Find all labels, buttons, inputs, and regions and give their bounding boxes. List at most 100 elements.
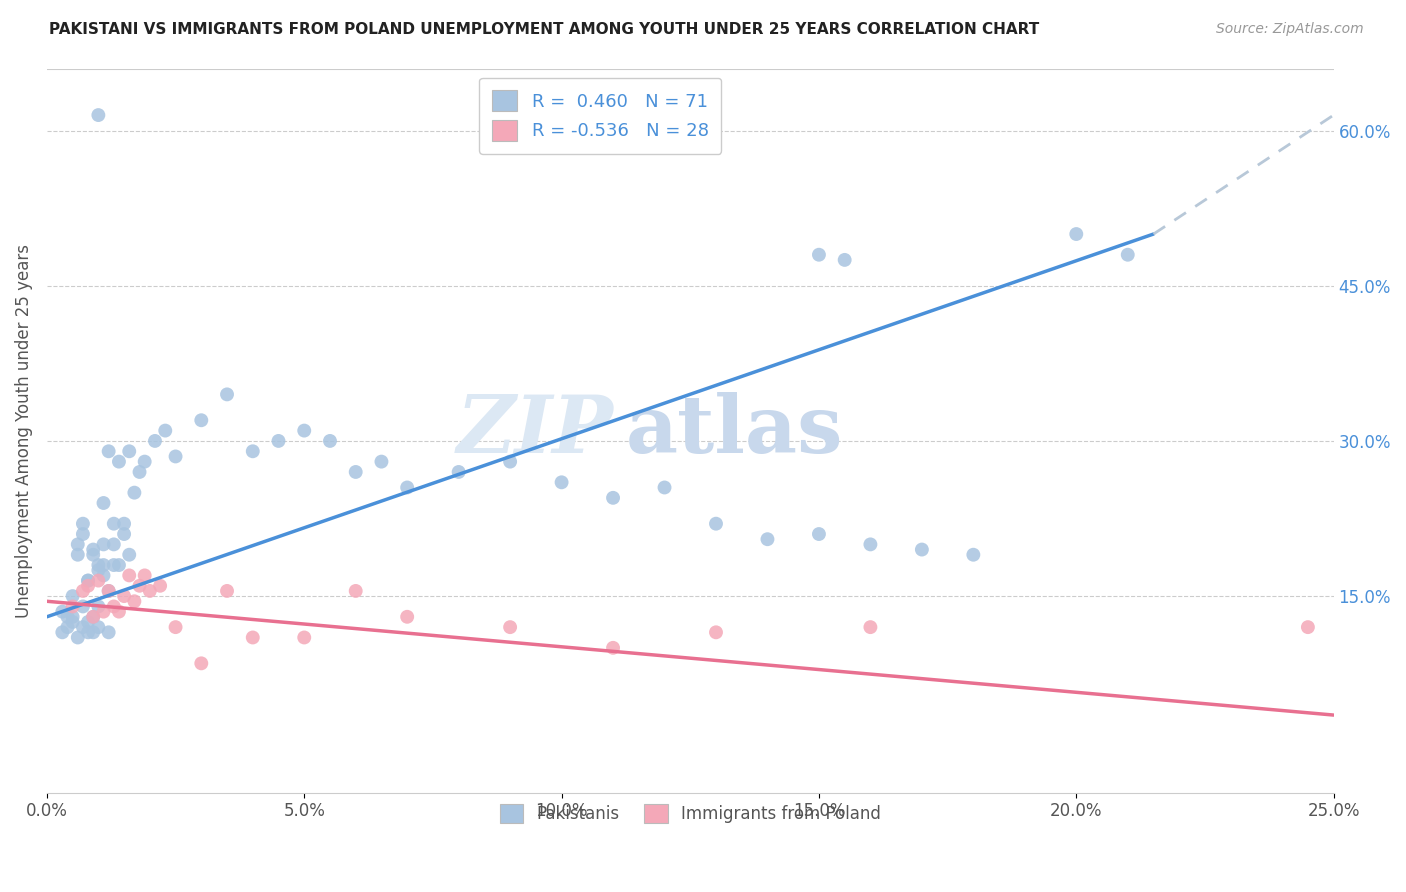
Point (242, 444, 264, 458)
Point (344, 583, 367, 598)
Point (292, 424, 315, 438)
Point (97, 583, 120, 598)
Point (118, 444, 141, 458)
Point (859, 620, 882, 634)
Point (112, 516, 135, 531)
Point (93, 605, 115, 619)
Point (396, 481, 419, 495)
Point (370, 455, 392, 469)
Point (93, 496, 115, 510)
Point (93, 558, 115, 572)
Point (82, 625, 104, 640)
Point (344, 465, 367, 479)
Point (51, 625, 73, 640)
Point (87, 108, 110, 122)
Point (82, 609, 104, 624)
Point (319, 434, 342, 448)
Point (62, 615, 84, 629)
Point (215, 387, 238, 401)
Point (602, 640, 624, 655)
Point (87, 558, 110, 572)
Point (93, 537, 115, 551)
Point (72, 527, 94, 541)
Point (128, 579, 150, 593)
Point (103, 599, 125, 614)
Point (77, 615, 100, 629)
Point (962, 548, 984, 562)
Point (103, 537, 125, 551)
Point (118, 568, 141, 582)
Point (51, 605, 73, 619)
Point (807, 248, 830, 262)
Point (82, 542, 104, 557)
Point (56, 609, 79, 624)
Point (190, 657, 212, 671)
Point (118, 548, 141, 562)
Point (77, 574, 100, 588)
Y-axis label: Unemployment Among Youth under 25 years: Unemployment Among Youth under 25 years (15, 244, 32, 617)
Point (72, 599, 94, 614)
Point (267, 434, 290, 448)
Point (911, 542, 934, 557)
Point (447, 465, 470, 479)
Point (602, 491, 624, 505)
Point (1296, 620, 1319, 634)
Point (292, 631, 315, 645)
Point (139, 583, 162, 598)
Text: Source: ZipAtlas.com: Source: ZipAtlas.com (1216, 22, 1364, 37)
Point (87, 574, 110, 588)
Point (1064, 227, 1087, 241)
Point (103, 558, 125, 572)
Point (56, 620, 79, 634)
Point (124, 485, 146, 500)
Point (859, 537, 882, 551)
Point (82, 609, 104, 624)
Point (756, 532, 779, 546)
Point (87, 563, 110, 577)
Point (134, 455, 156, 469)
Point (242, 631, 264, 645)
Point (807, 527, 830, 541)
Point (87, 620, 110, 634)
Point (124, 594, 146, 608)
Point (155, 424, 177, 438)
Point (550, 475, 572, 490)
Point (97, 444, 120, 458)
Text: ZIP: ZIP (456, 392, 613, 469)
Point (72, 620, 94, 634)
Text: PAKISTANI VS IMMIGRANTS FROM POLAND UNEMPLOYMENT AMONG YOUTH UNDER 25 YEARS CORR: PAKISTANI VS IMMIGRANTS FROM POLAND UNEM… (49, 22, 1039, 37)
Point (143, 434, 166, 448)
Point (499, 620, 522, 634)
Point (108, 558, 131, 572)
Point (165, 620, 187, 634)
Point (82, 548, 104, 562)
Point (128, 465, 150, 479)
Point (704, 516, 727, 531)
Point (190, 413, 212, 427)
Point (87, 599, 110, 614)
Point (77, 625, 100, 640)
Point (103, 516, 125, 531)
Point (108, 605, 131, 619)
Point (108, 455, 131, 469)
Point (112, 589, 135, 603)
Point (165, 450, 187, 464)
Point (654, 481, 676, 495)
Point (62, 599, 84, 614)
Point (66, 548, 89, 562)
Legend: Pakistanis, Immigrants from Poland: Pakistanis, Immigrants from Poland (488, 792, 893, 835)
Point (72, 583, 94, 598)
Point (77, 579, 100, 593)
Point (704, 625, 727, 640)
Point (215, 583, 238, 598)
Point (499, 455, 522, 469)
Point (72, 516, 94, 531)
Point (62, 589, 84, 603)
Point (62, 609, 84, 624)
Point (134, 568, 156, 582)
Point (97, 583, 120, 598)
Point (93, 568, 115, 582)
Point (77, 574, 100, 588)
Point (396, 609, 419, 624)
Point (149, 579, 172, 593)
